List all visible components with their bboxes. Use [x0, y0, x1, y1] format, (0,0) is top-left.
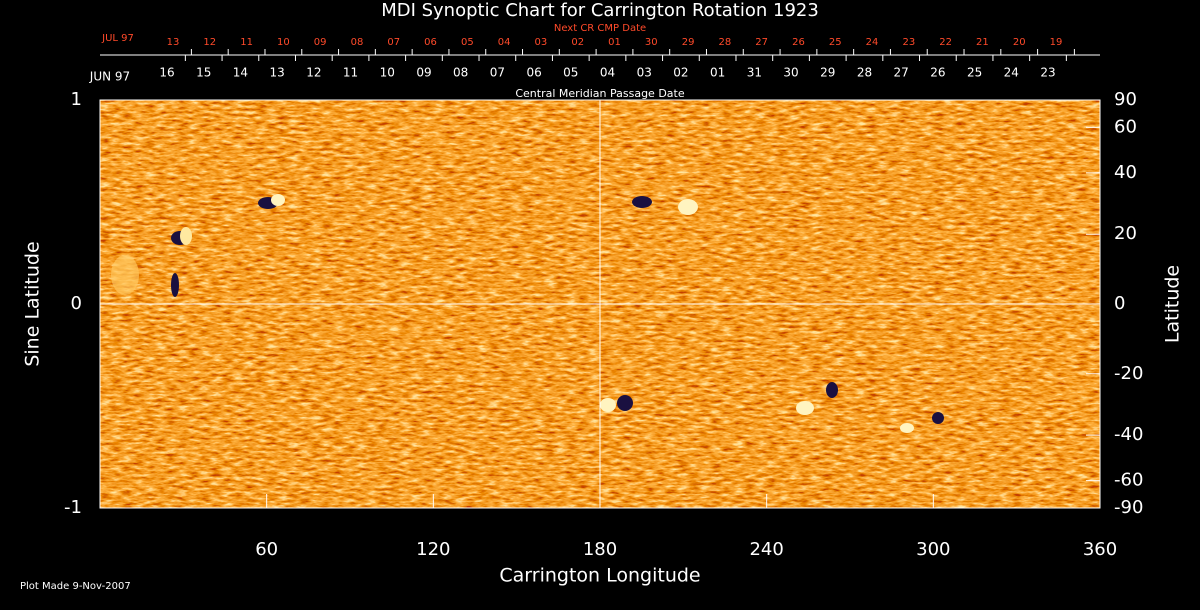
x-tick-label: 120 [416, 539, 450, 560]
top-axis-label: 31 [747, 66, 762, 80]
top-axis-label: 23 [1040, 66, 1055, 80]
x-tick-label: 180 [583, 539, 617, 560]
next-axis-label: 27 [755, 37, 768, 48]
y2-tick-label: -60 [1114, 470, 1143, 491]
next-axis-label: 23 [902, 37, 915, 48]
top-axis-label: 24 [1004, 66, 1019, 80]
next-axis-label: 26 [792, 37, 805, 48]
next-axis-label: 11 [240, 37, 253, 48]
top-axis-label: 08 [453, 66, 468, 80]
x-tick-label: 360 [1083, 539, 1117, 560]
top-axis-label: 07 [490, 66, 505, 80]
x-axis-label: Carrington Longitude [499, 565, 700, 587]
next-axis-label: Next CR CMP Date [554, 23, 646, 34]
top-axis-label: 04 [600, 66, 615, 80]
next-axis-label: 01 [608, 37, 621, 48]
footnote: Plot Made 9-Nov-2007 [20, 581, 131, 592]
next-axis-label: 25 [829, 37, 842, 48]
top-axis-label: 09 [416, 66, 431, 80]
next-axis-label: 09 [314, 37, 327, 48]
top-axis-label: 15 [196, 66, 211, 80]
next-axis-label: 04 [498, 37, 511, 48]
next-axis-label: 30 [645, 37, 658, 48]
top-axis-label: 16 [159, 66, 174, 80]
active-regions [111, 194, 944, 433]
top-axis-label: 01 [710, 66, 725, 80]
y-tick-label: 1 [71, 89, 82, 110]
next-axis-label: 24 [866, 37, 879, 48]
y2-tick-label: 60 [1114, 116, 1137, 137]
top-axis-label: 30 [783, 66, 798, 80]
next-axis-label: 02 [571, 37, 584, 48]
top-axis-label: 10 [380, 66, 395, 80]
y2-tick-label: 20 [1114, 223, 1137, 244]
next-axis-label: 21 [976, 37, 989, 48]
top-axis-start: JUN 97 [89, 70, 130, 84]
x-tick-label: 60 [255, 539, 278, 560]
top-axis-label: 05 [563, 66, 578, 80]
y2-tick-label: 40 [1114, 162, 1137, 183]
y2-tick-label: 90 [1114, 89, 1137, 110]
next-axis-label: 13 [167, 37, 180, 48]
next-axis-label: 12 [203, 37, 216, 48]
x-tick-label: 300 [916, 539, 950, 560]
top-axis-label: 02 [673, 66, 688, 80]
top-axis-label: 27 [894, 66, 909, 80]
next-axis-label: 22 [939, 37, 952, 48]
y2-tick-label: -40 [1114, 424, 1143, 445]
top-axis-label: 03 [637, 66, 652, 80]
y2-tick-label: -20 [1114, 363, 1143, 384]
next-axis-label: 20 [1013, 37, 1026, 48]
top-axis-label: 12 [306, 66, 321, 80]
next-axis-label: 03 [535, 37, 548, 48]
top-axis-label: 28 [857, 66, 872, 80]
next-axis-label: 19 [1050, 37, 1063, 48]
top-axis-label: 11 [343, 66, 358, 80]
top-axis-label: 14 [233, 66, 248, 80]
next-axis-label: 06 [424, 37, 437, 48]
next-axis-label: 08 [351, 37, 364, 48]
top-axis-label: 29 [820, 66, 835, 80]
next-axis-label: 29 [682, 37, 695, 48]
y-tick-label: 0 [71, 293, 82, 314]
top-axis-label: 26 [930, 66, 945, 80]
chart-title: MDI Synoptic Chart for Carrington Rotati… [381, 0, 819, 21]
y2-tick-label: -90 [1114, 497, 1143, 518]
top-axis-label: Central Meridian Passage Date [515, 87, 684, 100]
top-axis-label: 25 [967, 66, 982, 80]
next-axis-label: 07 [387, 37, 400, 48]
next-axis-label: 10 [277, 37, 290, 48]
top-axis-label: 06 [526, 66, 541, 80]
y-axis-label: Sine Latitude [22, 241, 44, 366]
x-tick-label: 240 [749, 539, 783, 560]
y2-tick-label: 0 [1114, 293, 1125, 314]
y2-axis-label: Latitude [1162, 265, 1184, 343]
y-tick-label: -1 [64, 497, 82, 518]
next-axis-label: 05 [461, 37, 474, 48]
next-axis-label: 28 [719, 37, 732, 48]
next-axis-start: JUL 97 [101, 33, 134, 44]
top-axis-label: 13 [269, 66, 284, 80]
